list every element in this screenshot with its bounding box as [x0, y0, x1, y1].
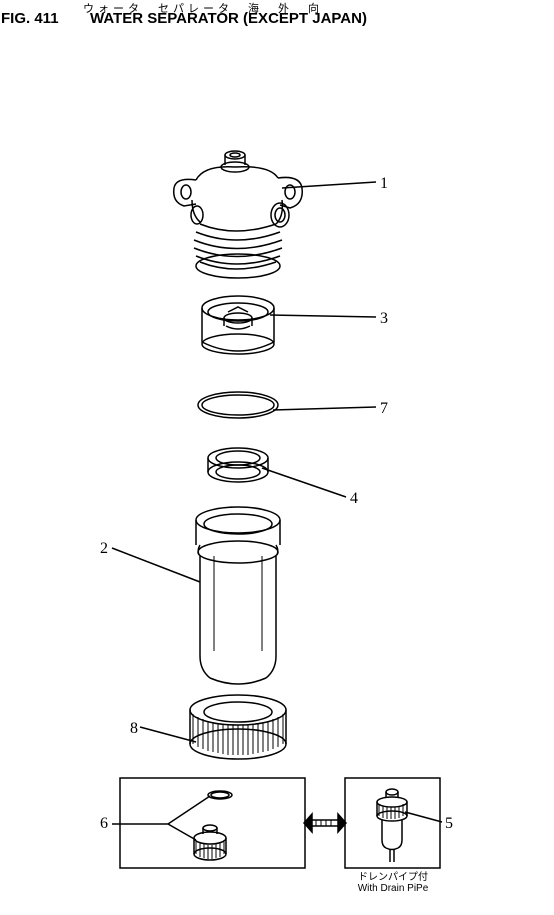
- leader-6-plug: [112, 824, 196, 840]
- part-8-nut: [190, 695, 286, 759]
- swap-arrow-icon: [304, 814, 346, 832]
- inset-left-box: [120, 778, 305, 868]
- inset-right-box: [345, 778, 440, 868]
- exploded-diagram: [0, 0, 554, 915]
- part-3-cup: [202, 296, 274, 354]
- leader-4: [262, 468, 346, 497]
- leader-2: [112, 548, 200, 582]
- part-7-oring: [198, 392, 278, 418]
- leader-5: [405, 812, 442, 822]
- leader-7: [273, 407, 376, 410]
- leader-3: [270, 315, 376, 317]
- leader-6-oring: [168, 796, 210, 824]
- part-4-seal: [208, 448, 268, 482]
- leader-8: [140, 727, 196, 742]
- part-1-head: [174, 151, 303, 278]
- leader-1: [282, 182, 376, 188]
- part-2-bowl: [196, 507, 280, 684]
